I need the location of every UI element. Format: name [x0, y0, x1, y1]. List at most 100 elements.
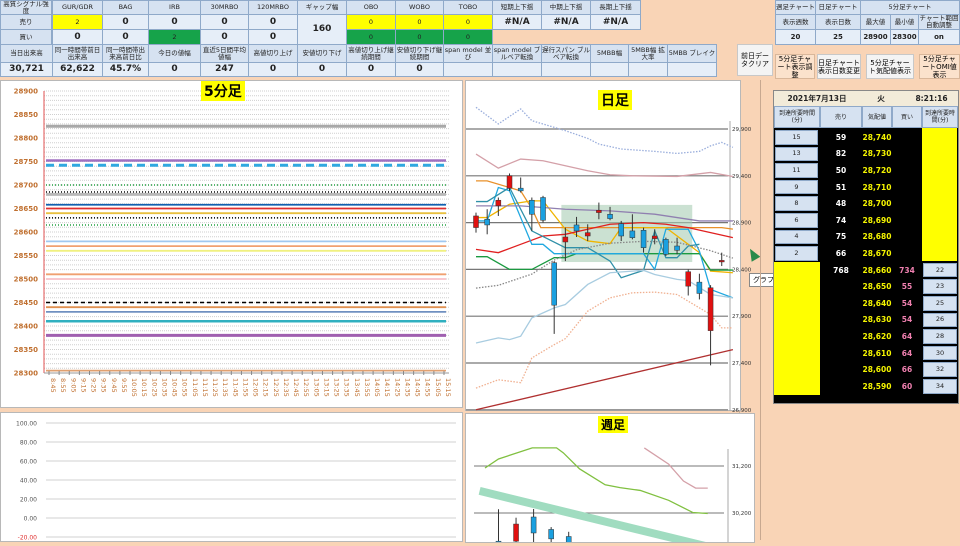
- bid-price: 28,610: [862, 344, 892, 362]
- candle-body: [565, 536, 572, 546]
- y-tick-label: 28450: [14, 299, 38, 307]
- candle-body: [548, 529, 554, 540]
- bid-quantity: 64: [892, 328, 922, 345]
- weeks-shown-value[interactable]: 20: [775, 29, 816, 45]
- candle-body: [506, 175, 513, 189]
- days-shown-value[interactable]: 25: [815, 29, 861, 45]
- y-tick-label: 28650: [14, 205, 38, 213]
- m5-chart-quote-button[interactable]: 5分足チャート気配値表示: [866, 54, 914, 79]
- x-tick-label: 14:35: [403, 378, 411, 397]
- ask-reach-time: 13: [775, 146, 818, 162]
- sell-signal-value: #N/A: [541, 14, 591, 30]
- candle-body: [640, 230, 647, 248]
- oscillator-chart[interactable]: 100.00 80.00 60.00 40.00 20.00 0.00 -20.00: [1, 413, 462, 542]
- stats-header: 5MBB幅 拡大率: [628, 44, 668, 63]
- candle-body: [629, 230, 636, 238]
- candle-body: [718, 260, 725, 263]
- clear-previous-data-button[interactable]: 前日データクリア: [737, 44, 773, 76]
- order-book-weekday: 火: [877, 94, 885, 103]
- weekly-chart-panel[interactable]: 31,200 30,200 週足: [465, 413, 756, 546]
- candle-body: [674, 245, 680, 251]
- signal-column-header: 短期上下揺: [492, 0, 542, 15]
- x-tick-label: 14:55: [424, 378, 432, 397]
- bid-reach-time: 34: [923, 379, 957, 394]
- ask-reach-time: 15: [775, 130, 818, 145]
- x-tick-label: 14:25: [393, 378, 401, 397]
- stats-value: 0: [148, 62, 201, 77]
- x-tick-label: 15:05: [434, 378, 442, 397]
- y-tick-label: 28750: [14, 158, 38, 166]
- ask-reach-time: 2: [775, 246, 818, 261]
- x-tick-label: 8:55: [59, 378, 67, 393]
- y-tick-label: 28550: [14, 252, 38, 260]
- daily-chart-days-button[interactable]: 日足チャート表示日数変更: [817, 54, 861, 79]
- buy-signal-value: 0: [443, 29, 493, 45]
- y-tick-label: 28,400: [732, 267, 752, 273]
- stats-value: 0: [395, 62, 444, 77]
- auto-adjust-value[interactable]: on: [918, 29, 960, 45]
- stats-value: 247: [200, 62, 249, 77]
- oscillator-panel[interactable]: 100.00 80.00 60.00 40.00 20.00 0.00 -20.00: [0, 412, 463, 542]
- stats-header: 遅行スパン ブルベア転換: [541, 44, 591, 63]
- signal-column-header: TOBO: [443, 0, 493, 15]
- candle-body: [584, 232, 591, 237]
- max-value[interactable]: 28900: [860, 29, 891, 45]
- bid-quantity: 60: [892, 378, 922, 395]
- settings-header: 表示週数: [775, 14, 816, 30]
- x-tick-label: 14:45: [414, 378, 422, 397]
- x-tick-label: 13:55: [363, 378, 371, 397]
- ask-price: 28,680: [862, 228, 892, 246]
- ask-quantity: 75: [820, 228, 862, 246]
- stats-header: span model ブルベア転換: [492, 44, 542, 63]
- x-tick-label: 9:15: [79, 378, 87, 393]
- y-tick-label: 40.00: [20, 478, 37, 485]
- daily-chart-title: 日足: [598, 90, 632, 110]
- daily-chart[interactable]: 29,900 29,400 28,900 28,400 27,900 27,400 26,9…: [466, 81, 756, 414]
- y-tick-label: 28500: [14, 276, 38, 284]
- buy-label: 買い: [0, 29, 52, 45]
- bid-quantity: 54: [892, 311, 922, 329]
- mid-buy-quantity: 734: [892, 261, 922, 279]
- order-book-column-header: 到達所要時間(分): [922, 106, 958, 128]
- m5-chart-adjust-button[interactable]: 5分足チャート表示調整: [775, 54, 815, 79]
- x-tick-label: 10:45: [171, 378, 179, 397]
- settings-header: 5分足チャート: [860, 0, 960, 15]
- settings-header: チャート範囲自動調整: [918, 14, 960, 30]
- stats-value: 62,622: [52, 62, 103, 77]
- indicator-line: [476, 200, 733, 274]
- candle-body: [551, 262, 557, 306]
- indicator-line: [475, 291, 733, 389]
- y-tick-label: 100.00: [16, 421, 37, 428]
- x-tick-label: 10:15: [140, 378, 148, 397]
- y-tick-label: 30,200: [732, 511, 752, 517]
- stats-header: 5MBB幅: [590, 44, 629, 63]
- m5-chart-omi-button[interactable]: 5分足チャートOMI値表示: [919, 54, 960, 79]
- bid-price: 28,600: [862, 361, 892, 378]
- indicator-line: [476, 186, 700, 279]
- candle-body: [596, 209, 602, 213]
- sell-signal-value: 0: [200, 14, 249, 30]
- weekly-chart[interactable]: 31,200 30,200: [466, 414, 756, 546]
- buy-signal-value: 0: [346, 29, 396, 45]
- ask-quantity: 59: [820, 129, 862, 146]
- stats-value: [667, 62, 717, 77]
- m5-chart[interactable]: 28900 28850 28800 28750 28700 28650 28600 28550…: [1, 81, 462, 407]
- stats-value: [590, 62, 629, 77]
- ask-reach-time: 9: [775, 179, 818, 195]
- sell-signal-value: 0: [346, 14, 396, 30]
- min-value[interactable]: 28300: [890, 29, 919, 45]
- bid-quantity: 66: [892, 361, 922, 378]
- mid-price: 28,660: [862, 261, 892, 279]
- highlight-zone: [561, 204, 693, 263]
- ask-price: 28,710: [862, 178, 892, 196]
- candle-body: [529, 199, 535, 215]
- y-tick-label: 80.00: [20, 440, 37, 447]
- bid-highlight: [774, 261, 820, 395]
- x-tick-label: 11:55: [241, 378, 249, 397]
- sell-signal-value: 0: [148, 14, 201, 30]
- y-tick-label: 28700: [14, 182, 38, 190]
- daily-chart-panel[interactable]: 29,900 29,400 28,900 28,400 27,900 27,400 26,9…: [465, 80, 752, 414]
- m5-chart-panel[interactable]: 28900 28850 28800 28750 28700 28650 28600 28550…: [0, 80, 463, 408]
- stats-value: 45.7%: [102, 62, 149, 77]
- indicator-line: [643, 447, 708, 489]
